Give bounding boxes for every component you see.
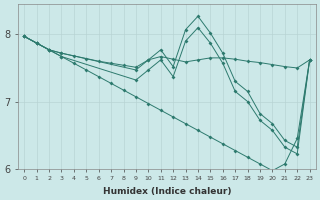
X-axis label: Humidex (Indice chaleur): Humidex (Indice chaleur) <box>103 187 231 196</box>
